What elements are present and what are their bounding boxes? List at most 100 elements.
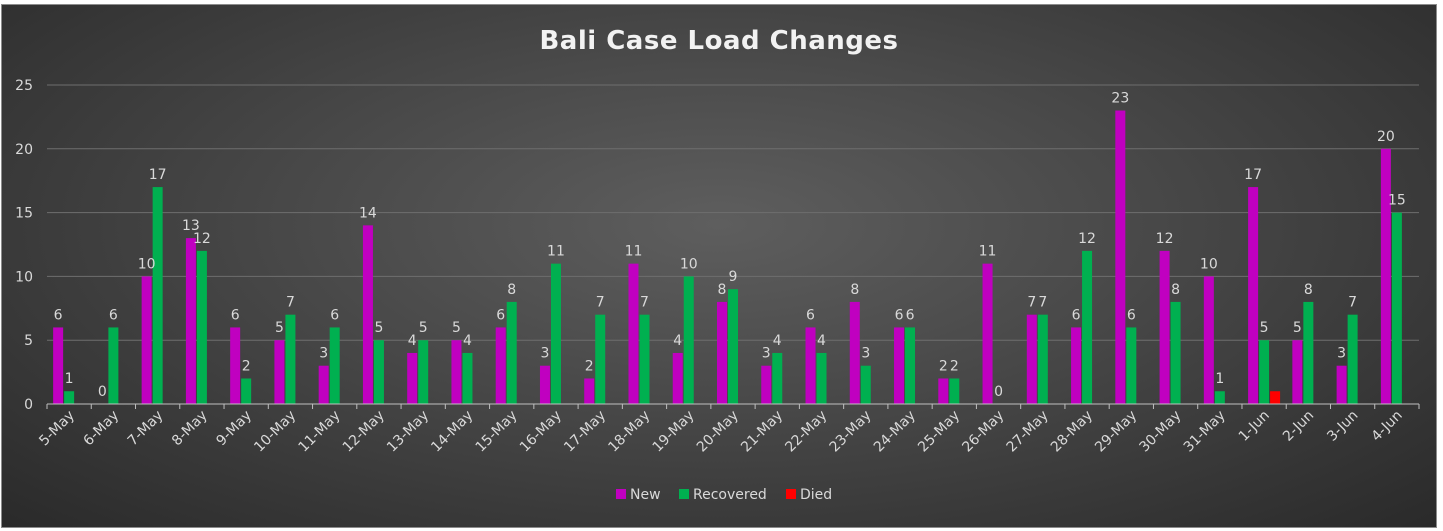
- bar-new: [761, 365, 772, 404]
- bar-recovered: [949, 378, 960, 404]
- bar-recovered: [1082, 250, 1093, 404]
- data-label-recovered: 17: [149, 167, 167, 183]
- legend: New Recovered Died: [616, 487, 832, 503]
- data-label-new: 10: [138, 256, 156, 272]
- data-label-recovered: 15: [1388, 193, 1406, 209]
- x-tick-label: 9-May: [213, 408, 255, 450]
- bar-recovered: [1037, 314, 1048, 404]
- bar-new: [982, 263, 993, 404]
- bar-new: [451, 340, 462, 404]
- x-tick-label: 4-Jun: [1368, 408, 1405, 445]
- y-tick-label: 5: [24, 333, 33, 349]
- legend-swatch-new: [616, 489, 626, 499]
- bar-recovered: [506, 301, 517, 404]
- data-label-recovered: 9: [729, 269, 738, 285]
- data-label-new: 0: [98, 384, 107, 400]
- bar-recovered: [728, 289, 738, 404]
- x-tick-label: 3-Jun: [1324, 408, 1361, 445]
- data-label-new: 6: [54, 307, 63, 323]
- legend-label-recovered: Recovered: [693, 487, 767, 503]
- x-tick-label: 31-May: [1181, 408, 1229, 456]
- bar-recovered: [595, 314, 606, 404]
- data-label-recovered: 3: [861, 346, 870, 362]
- bar-recovered: [1347, 314, 1358, 404]
- bar-recovered: [462, 352, 473, 404]
- bar-recovered: [1126, 327, 1137, 404]
- y-tick-label: 15: [15, 206, 33, 222]
- legend-label-died: Died: [800, 487, 832, 503]
- x-tick-label: 13-May: [384, 408, 432, 456]
- bar-new: [717, 301, 727, 404]
- y-tick-label: 0: [24, 397, 33, 413]
- bar-new: [1380, 148, 1391, 404]
- x-tick-label: 17-May: [561, 408, 609, 456]
- bar-new: [849, 301, 860, 404]
- bars: [53, 110, 1402, 405]
- y-tick-label: 25: [15, 78, 33, 94]
- data-label-recovered: 6: [109, 307, 118, 323]
- data-label-recovered: 7: [640, 295, 649, 311]
- x-tick-label: 11-May: [296, 408, 344, 456]
- bar-new: [1071, 327, 1082, 404]
- y-axis: 0 5 10 15 20 25: [15, 78, 33, 413]
- data-label-new: 6: [1072, 307, 1081, 323]
- bar-recovered: [639, 314, 650, 404]
- data-label-new: 11: [625, 244, 643, 260]
- bar-new: [362, 225, 373, 404]
- data-label-recovered: 2: [950, 358, 959, 374]
- bar-recovered: [285, 314, 296, 404]
- bar-new: [1026, 314, 1037, 404]
- y-tick-label: 20: [15, 142, 33, 158]
- data-label-new: 2: [585, 358, 594, 374]
- data-label-recovered: 5: [419, 320, 428, 336]
- data-label-new: 8: [718, 282, 727, 298]
- bar-new: [539, 365, 550, 404]
- data-label-new: 17: [1244, 167, 1262, 183]
- x-tick-label: 12-May: [340, 408, 388, 456]
- bar-recovered: [550, 263, 561, 404]
- bar-new: [1292, 340, 1303, 404]
- x-tick-label: 22-May: [782, 408, 830, 456]
- data-label-new: 14: [359, 205, 377, 221]
- bar-new: [495, 327, 506, 404]
- x-tick-label: 8-May: [169, 408, 211, 450]
- x-tick-label: 19-May: [650, 408, 698, 456]
- x-tick-label: 6-May: [81, 408, 123, 450]
- x-tick-label: 10-May: [251, 408, 299, 456]
- x-tick-label: 20-May: [694, 408, 742, 456]
- bar-new: [185, 238, 196, 404]
- bar-new: [407, 352, 418, 404]
- bar-recovered: [1303, 301, 1314, 404]
- data-labels: 6010136531445632114836862117623121017532…: [54, 91, 1406, 400]
- data-label-recovered: 4: [773, 333, 782, 349]
- data-label-recovered: 4: [463, 333, 472, 349]
- bar-new: [1115, 110, 1126, 405]
- bar-recovered: [816, 352, 827, 404]
- data-label-recovered: 0: [994, 384, 1003, 400]
- data-label-recovered: 4: [817, 333, 826, 349]
- data-label-recovered: 8: [507, 282, 516, 298]
- x-tick-label: 28-May: [1048, 408, 1096, 456]
- data-label-new: 11: [979, 244, 997, 260]
- x-tick-label: 25-May: [915, 408, 963, 456]
- data-label-new: 3: [319, 346, 328, 362]
- x-tick-label: 2-Jun: [1280, 408, 1317, 445]
- data-label-recovered: 6: [1127, 307, 1136, 323]
- bar-new: [1248, 187, 1259, 404]
- data-label-recovered: 5: [374, 320, 383, 336]
- x-tick-label: 29-May: [1092, 408, 1140, 456]
- x-axis: 5-May 6-May 7-May 8-May 9-May10-May11-May12-…: [36, 403, 1420, 456]
- bar-recovered: [1214, 391, 1225, 404]
- bar-new: [805, 327, 816, 404]
- data-label-recovered: 6: [330, 307, 339, 323]
- x-tick-label: 16-May: [517, 408, 565, 456]
- data-label-recovered: 12: [193, 231, 211, 247]
- bar-new: [141, 276, 152, 404]
- x-tick-label: 24-May: [871, 408, 919, 456]
- bar-recovered: [1259, 340, 1270, 404]
- bar-recovered: [860, 365, 871, 404]
- bar-new: [318, 365, 329, 404]
- bar-new: [1159, 250, 1170, 404]
- chart-title: Bali Case Load Changes: [539, 26, 898, 56]
- data-label-new: 23: [1111, 91, 1129, 107]
